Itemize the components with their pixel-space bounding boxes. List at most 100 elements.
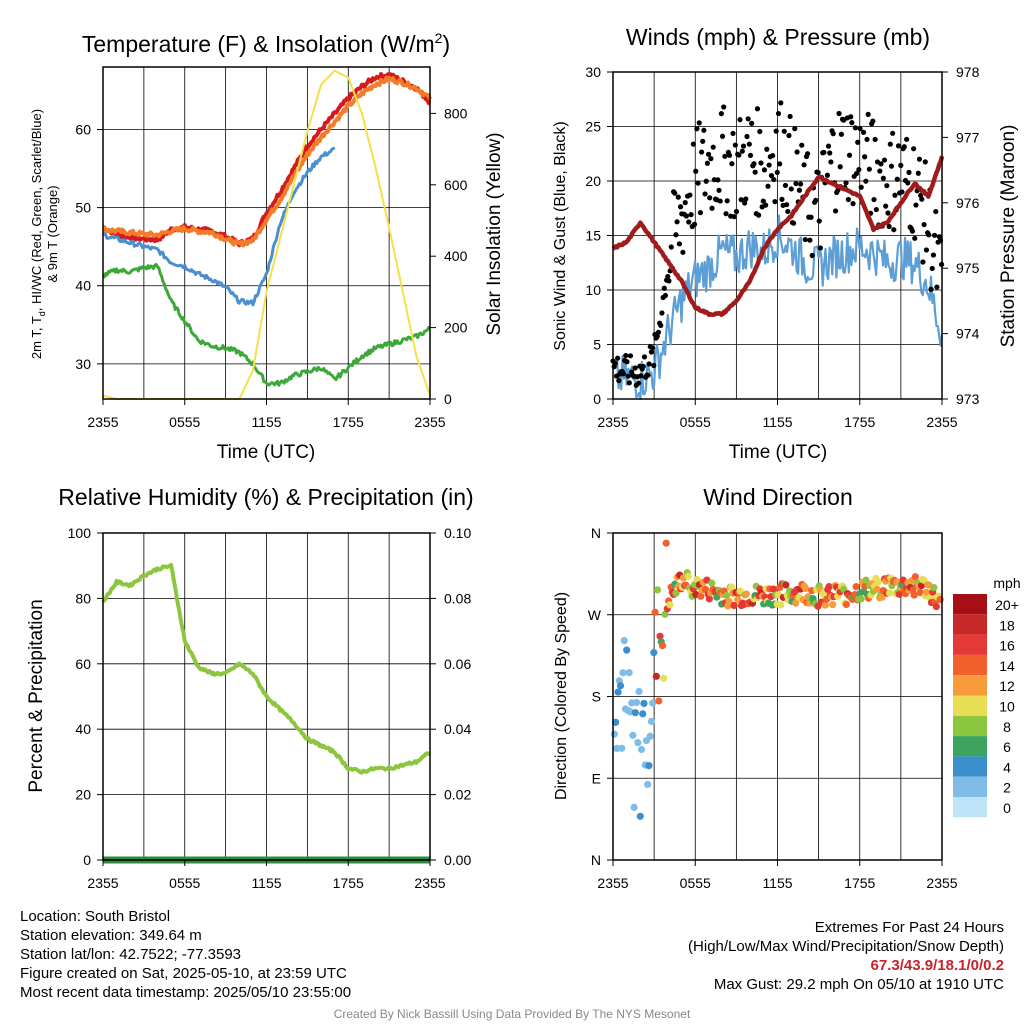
- colorbar-label: 14: [999, 658, 1015, 674]
- wind-direction-point: [632, 698, 641, 707]
- gust-point: [739, 148, 745, 154]
- gust-point: [697, 210, 703, 216]
- gust-point: [885, 210, 891, 216]
- wind-direction-point: [777, 601, 785, 609]
- gust-point: [758, 160, 764, 166]
- gust-point: [688, 212, 694, 218]
- humidity-ytick-right-label: 0.10: [444, 525, 471, 541]
- gust-point: [915, 170, 921, 176]
- gust-point: [747, 152, 754, 159]
- gust-point: [871, 196, 877, 203]
- wind-direction-point: [857, 595, 865, 603]
- temperature-ytick-right-label: 0: [444, 391, 452, 407]
- wind-direction-point: [878, 593, 886, 601]
- humidity-ytick-label: 100: [68, 525, 92, 541]
- gust-point: [872, 136, 878, 143]
- gust-point: [866, 166, 872, 172]
- gust-point: [817, 245, 824, 251]
- extremes-subtitle: (High/Low/Max Wind/Precipitation/Snow De…: [688, 938, 1004, 955]
- colorbar-label: 18: [999, 617, 1015, 633]
- gust-point: [760, 198, 766, 204]
- wind-direction-point: [616, 682, 625, 690]
- temperature-title: Temperature (F) & Insolation (W/m2): [82, 30, 450, 57]
- gust-point: [740, 143, 747, 149]
- gust-point: [926, 232, 932, 238]
- gust-point: [774, 169, 780, 176]
- gust-point: [877, 168, 883, 174]
- max-gust: Max Gust: 29.2 mph On 05/10 at 1910 UTC: [713, 976, 1004, 993]
- gust-point: [781, 128, 787, 134]
- colorbar-swatch: [953, 797, 987, 818]
- wind-direction-point: [723, 591, 731, 600]
- winds-ytick-right-label: 978: [956, 64, 980, 80]
- gust-point: [906, 169, 912, 175]
- winds-ylabel-right: Station Pressure (Maroon): [998, 125, 1019, 348]
- winds-ytick-right-label: 974: [956, 326, 980, 342]
- gust-point: [668, 244, 674, 250]
- gust-point: [913, 202, 919, 208]
- wind-direction-ytick-label: S: [592, 689, 601, 705]
- gust-point: [751, 161, 757, 167]
- speed-colorbar: 20+ 18 16 14 12 10 8 6 4 2 0: [953, 594, 1019, 818]
- gust-point: [749, 120, 755, 126]
- colorbar-label: 12: [999, 678, 1015, 694]
- wind-direction-point: [618, 744, 626, 752]
- gust-point: [808, 214, 814, 220]
- gust-point: [863, 178, 869, 184]
- gust-point: [661, 285, 667, 291]
- humidity-ytick-label: 40: [75, 721, 91, 737]
- extremes-info: Extremes For Past 24 Hours (High/Low/Max…: [688, 918, 1004, 994]
- wind-direction-point: [782, 581, 790, 589]
- gust-point: [921, 221, 927, 228]
- wind-direction-point: [895, 590, 903, 598]
- wind-direction-point: [730, 601, 738, 610]
- gust-point: [794, 149, 800, 155]
- gust-point: [677, 204, 684, 210]
- temperature-hi-wc-line: [101, 146, 336, 307]
- temperature-xtick-label: 0555: [169, 414, 200, 430]
- gust-point: [923, 247, 930, 253]
- station-latlon: Station lat/lon: 42.7522; -77.3593: [20, 946, 242, 963]
- wind-direction-xtick-label: 2355: [926, 875, 957, 891]
- gust-point: [855, 139, 861, 145]
- gust-point: [662, 292, 669, 299]
- gust-point: [682, 200, 688, 206]
- station-location: Location: South Bristol: [20, 908, 171, 925]
- wind-direction-point: [623, 646, 631, 654]
- wind-direction-point: [769, 585, 778, 593]
- gust-point: [704, 160, 710, 166]
- wind-direction-point: [637, 745, 646, 754]
- gust-point: [724, 198, 730, 204]
- gust-point: [832, 208, 839, 214]
- gust-point: [731, 214, 737, 220]
- humidity-grid: [103, 533, 430, 860]
- temperature-t-d-line: [101, 262, 432, 387]
- gust-point: [777, 161, 783, 167]
- gust-point: [710, 144, 716, 150]
- temperature-ytick-label: 30: [75, 356, 91, 372]
- temperature-ytick-right-label: 400: [444, 248, 468, 264]
- winds-ytick-right-label: 973: [956, 391, 980, 407]
- gust-point: [707, 195, 713, 201]
- wind-direction-point: [645, 762, 653, 770]
- station-info: Location: South Bristol Station elevatio…: [20, 907, 351, 1002]
- colorbar-swatch: [953, 594, 987, 615]
- wind-direction-point: [636, 812, 644, 820]
- colorbar-swatch: [953, 654, 987, 676]
- gust-point: [648, 349, 655, 355]
- gust-point: [886, 223, 892, 230]
- wind-direction-ytick-label: N: [591, 525, 601, 541]
- gust-point: [624, 359, 630, 365]
- gust-point: [690, 141, 696, 147]
- wind-direction-title: Wind Direction: [703, 484, 853, 510]
- gust-point: [911, 146, 917, 152]
- gust-point: [846, 152, 853, 158]
- winds-series: [610, 100, 945, 400]
- gust-point: [743, 196, 749, 202]
- colorbar-swatch: [953, 614, 987, 635]
- winds-ticks: 0 5 10 15 20 25 30 973 974 975 976 977 978 2355 0555 11…: [585, 64, 979, 430]
- gust-point: [665, 273, 671, 280]
- humidity-xtick-label: 0555: [169, 875, 200, 891]
- gust-point: [928, 286, 934, 292]
- wind-direction-ylabel: Direction (Colored By Speed): [553, 592, 570, 800]
